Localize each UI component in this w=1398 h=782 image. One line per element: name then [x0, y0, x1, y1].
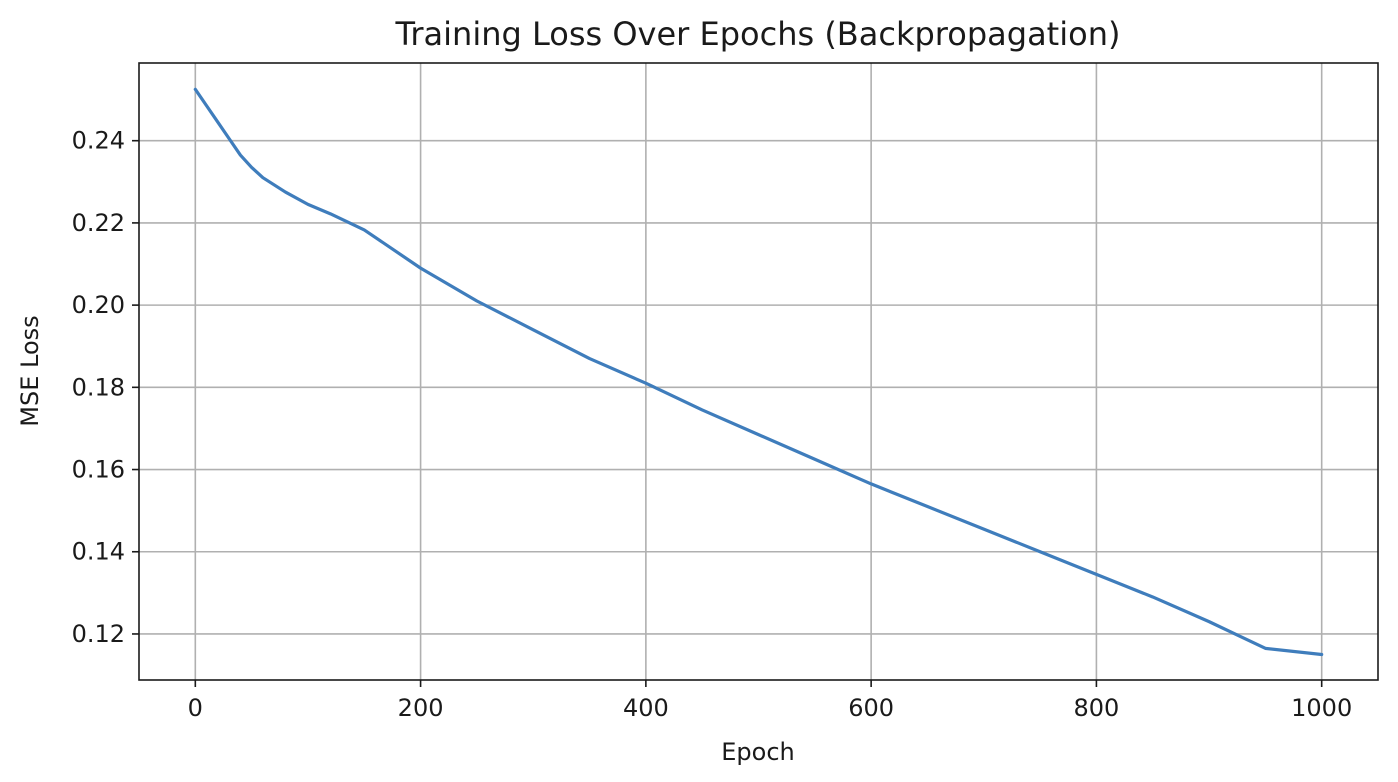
y-axis-label: MSE Loss — [16, 315, 44, 426]
series-line-0 — [193, 87, 1324, 657]
chart-title: Training Loss Over Epochs (Backpropagati… — [395, 15, 1121, 53]
y-tick-label: 0.14 — [72, 538, 125, 566]
x-tick-label: 0 — [188, 694, 203, 722]
y-tick-label: 0.20 — [72, 291, 125, 319]
plot-frame — [138, 62, 1379, 681]
y-tick-label: 0.12 — [72, 620, 125, 648]
x-tick-label: 400 — [623, 694, 669, 722]
x-tick-label: 1000 — [1291, 694, 1352, 722]
x-tick-label: 200 — [398, 694, 444, 722]
y-tick-label: 0.16 — [72, 456, 125, 484]
grid — [139, 63, 1378, 680]
x-tick-label: 600 — [848, 694, 894, 722]
x-axis-label: Epoch — [721, 738, 795, 766]
y-axis: 0.12 0.14 0.16 0.18 0.20 0.22 0.24 — [72, 127, 139, 648]
y-tick-label: 0.18 — [72, 373, 125, 401]
x-tick-label: 800 — [1074, 694, 1120, 722]
y-tick-label: 0.24 — [72, 127, 125, 155]
x-axis: 0 200 400 600 800 1000 — [188, 680, 1352, 722]
series-layer — [193, 87, 1324, 657]
y-tick-label: 0.22 — [72, 209, 125, 237]
